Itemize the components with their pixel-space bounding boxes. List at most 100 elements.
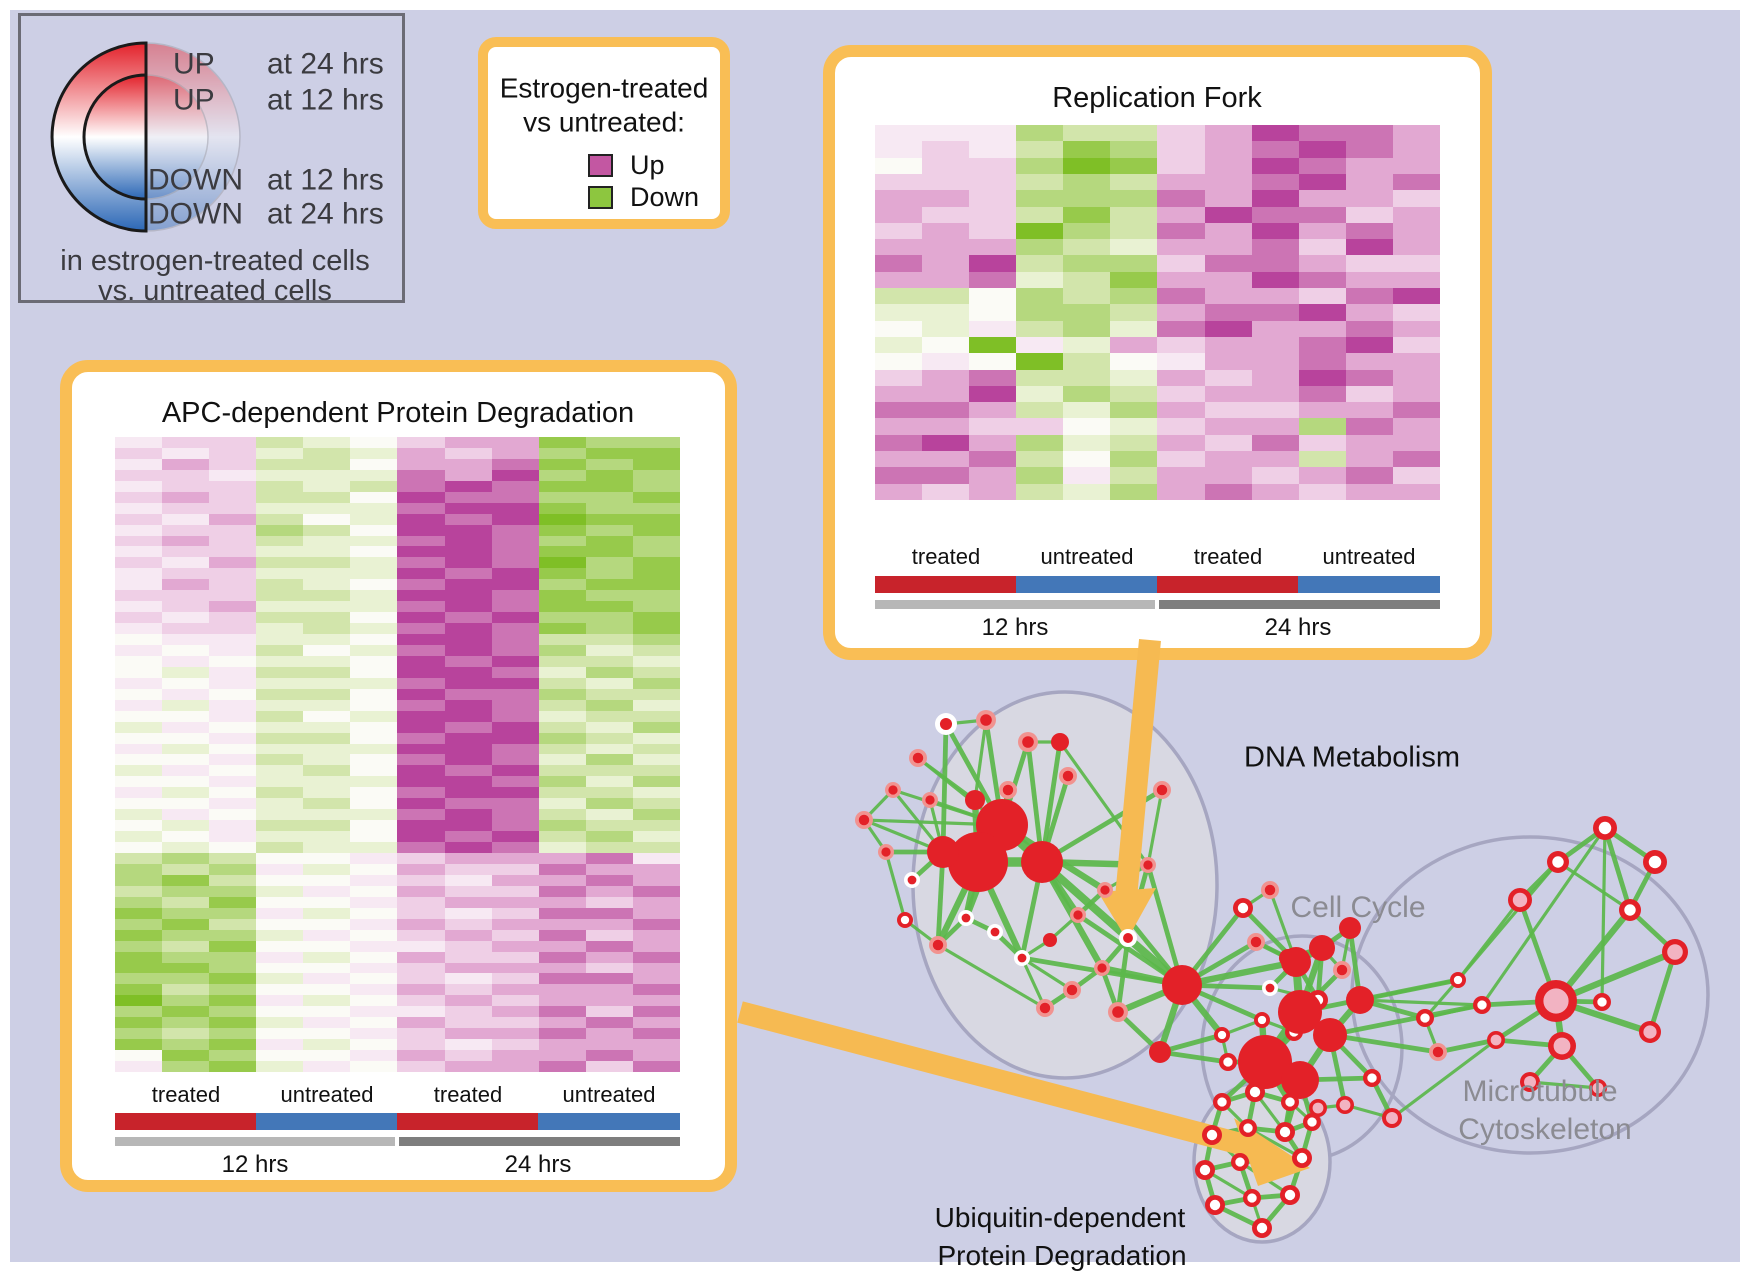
network-node-core: [1284, 1189, 1296, 1201]
heatmap-cell: [350, 568, 398, 580]
heatmap-cell: [303, 612, 351, 624]
rf-treated-bar-2: [1157, 576, 1298, 593]
heatmap-cell: [444, 995, 492, 1007]
heatmap-cell: [397, 710, 445, 722]
heatmap-cell: [632, 754, 680, 766]
heatmap-cell: [162, 1061, 210, 1072]
heatmap-cell: [538, 863, 586, 875]
heatmap-cell: [444, 469, 492, 481]
heatmap-cell: [444, 535, 492, 547]
heatmap-cell: [397, 809, 445, 821]
heatmap-cell: [922, 125, 970, 142]
heatmap-cell: [115, 623, 163, 635]
heatmap-cell: [350, 1050, 398, 1062]
heatmap-cell: [209, 984, 257, 996]
network-node-core: [1209, 1199, 1221, 1211]
replication-fork-panel: Replication Fork treated untreated treat…: [823, 45, 1492, 660]
network-edge: [1299, 977, 1459, 1015]
heatmap-cell: [1345, 173, 1393, 191]
heatmap-cell: [397, 820, 445, 832]
heatmap-cell: [115, 765, 163, 777]
heatmap-cell: [209, 853, 257, 864]
heatmap-cell: [1063, 239, 1111, 256]
heatmap-cell: [350, 677, 398, 689]
heatmap-cell: [538, 535, 586, 547]
heatmap-cell: [1345, 190, 1393, 207]
heatmap-cell: [1016, 418, 1064, 435]
heatmap-cell: [303, 907, 351, 919]
heatmap-cell: [444, 754, 492, 766]
heatmap-cell: [1345, 239, 1393, 256]
network-edge: [1456, 899, 1522, 981]
heatmap-cell: [585, 491, 633, 503]
heatmap-cell: [256, 787, 304, 799]
heatmap-cell: [585, 645, 633, 656]
heatmap-cell: [1251, 157, 1299, 174]
estrogen-legend-title-line1: Estrogen-treated: [499, 72, 709, 104]
heatmap-cell: [303, 502, 351, 514]
network-node-core: [1199, 1164, 1211, 1176]
heatmap-cell: [491, 546, 539, 558]
heatmap-cell: [444, 918, 492, 930]
heatmap-cell: [1251, 190, 1299, 207]
rf-group-label-2: untreated: [1040, 543, 1134, 569]
heatmap-cell: [303, 863, 351, 875]
apc-group-label-4: untreated: [562, 1081, 656, 1107]
heatmap-cell: [115, 688, 163, 700]
heatmap-cell: [397, 885, 445, 897]
heatmap-cell: [1063, 304, 1111, 321]
heatmap-cell: [303, 447, 351, 459]
heatmap-cell: [1204, 451, 1252, 468]
heatmap-cell: [350, 853, 398, 864]
heatmap-cell: [256, 918, 304, 930]
heatmap-cell: [538, 645, 586, 656]
rf-12hrs-bar: [875, 600, 1155, 609]
heatmap-cell: [1345, 304, 1393, 321]
heatmap-cell: [256, 940, 304, 952]
heatmap-cell: [632, 491, 680, 503]
heatmap-cell: [1110, 190, 1158, 207]
heatmap-cell: [1204, 304, 1252, 321]
heatmap-cell: [303, 721, 351, 733]
heatmap-cell: [115, 995, 163, 1007]
heatmap-cell: [491, 907, 539, 919]
network-node-core: [1432, 1046, 1444, 1058]
heatmap-cell: [585, 1006, 633, 1018]
rf-group-label-4: untreated: [1322, 543, 1416, 569]
heatmap-cell: [585, 984, 633, 996]
heatmap-cell: [350, 1006, 398, 1018]
heatmap-cell: [585, 535, 633, 547]
heatmap-cell: [303, 601, 351, 613]
heatmap-cell: [209, 491, 257, 503]
heatmap-cell: [162, 743, 210, 755]
heatmap-cell: [585, 754, 633, 766]
heatmap-cell: [1157, 320, 1205, 337]
heatmap-cell: [444, 962, 492, 974]
heatmap-cell: [209, 447, 257, 459]
heatmap-cell: [538, 447, 586, 459]
heatmap-cell: [491, 973, 539, 985]
heatmap-cell: [632, 787, 680, 799]
heatmap-cell: [303, 962, 351, 974]
heatmap-cell: [632, 447, 680, 459]
heatmap-cell: [115, 754, 163, 766]
heatmap-cell: [1392, 141, 1440, 158]
down-label: Down: [630, 182, 700, 213]
heatmap-cell: [1157, 402, 1205, 419]
heatmap-cell: [162, 677, 210, 689]
heatmap-cell: [922, 190, 970, 207]
network-node-core: [1490, 1034, 1502, 1046]
heatmap-cell: [397, 984, 445, 996]
heatmap-cell: [115, 776, 163, 788]
heatmap-cell: [303, 809, 351, 821]
heatmap-cell: [303, 458, 351, 470]
heatmap-cell: [1157, 255, 1205, 272]
heatmap-cell: [209, 710, 257, 722]
heatmap-cell: [1345, 320, 1393, 337]
network-node-core: [1217, 1097, 1227, 1107]
heatmap-cell: [875, 369, 923, 386]
heatmap-cell: [162, 645, 210, 656]
heatmap-cell: [209, 612, 257, 624]
heatmap-cell: [209, 535, 257, 547]
heatmap-cell: [875, 483, 923, 500]
